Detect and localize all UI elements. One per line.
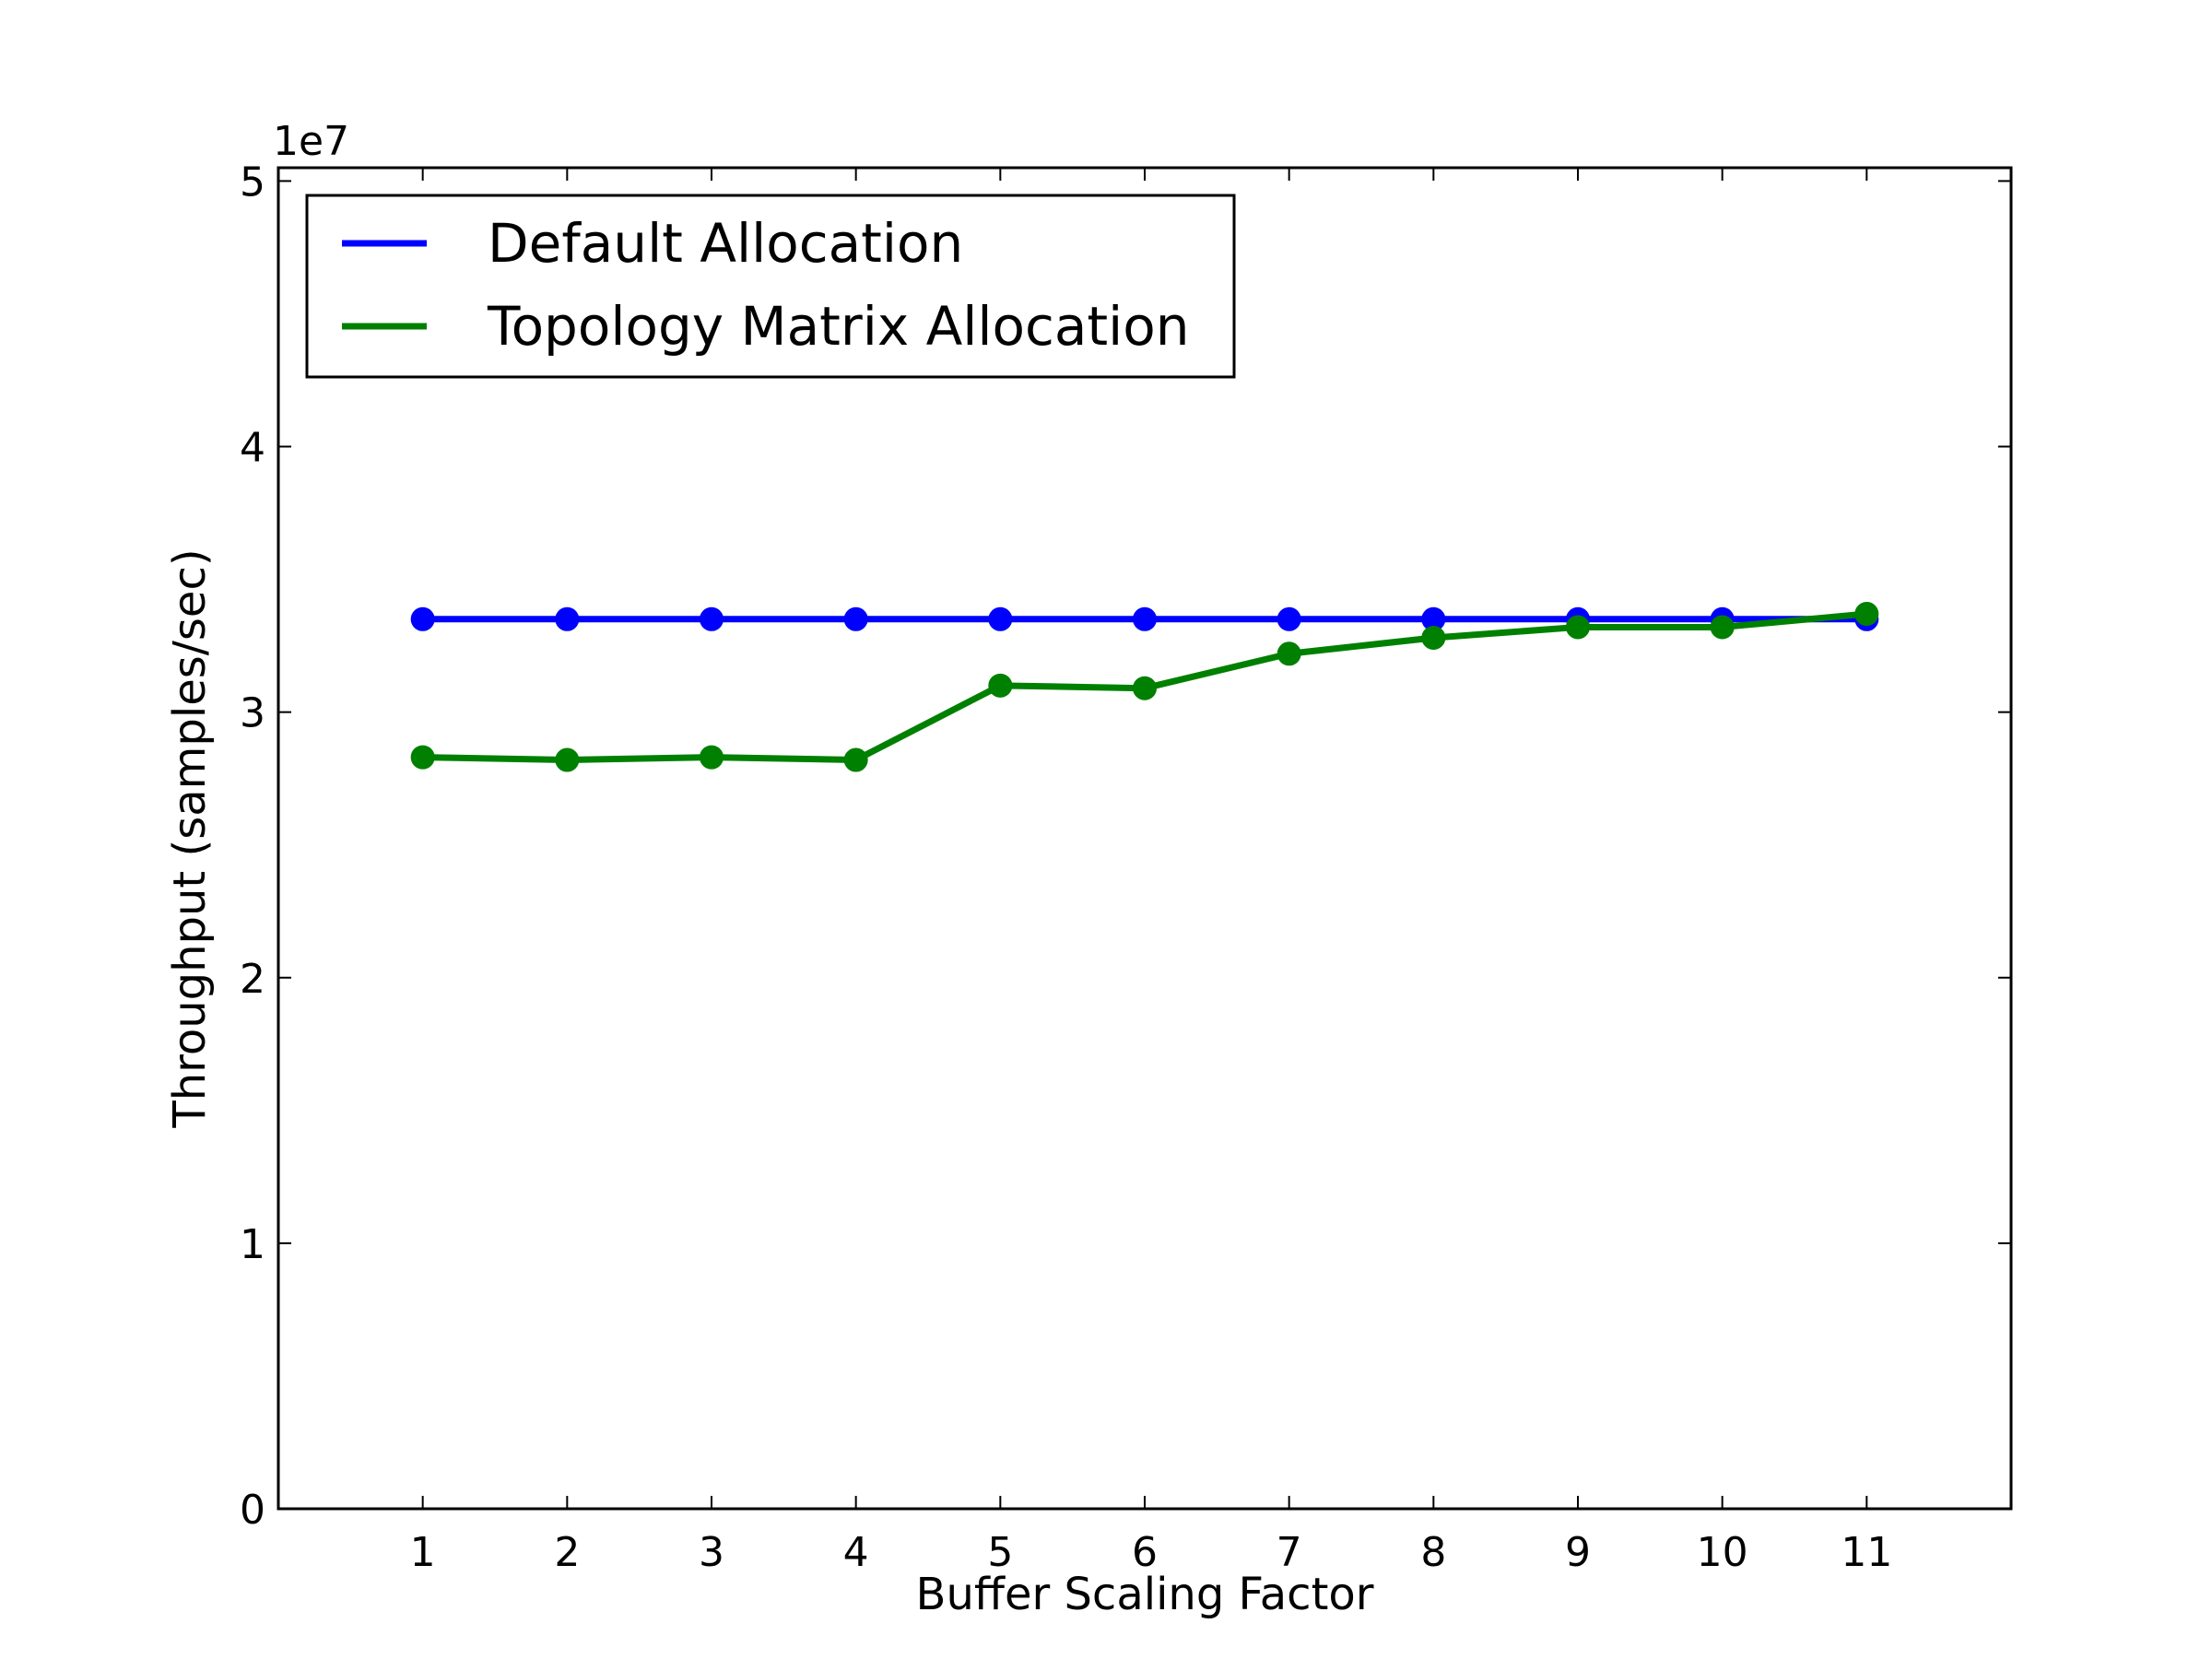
x-tick-label: 10 [1697,1529,1748,1576]
y-offset-label: 1e7 [273,118,349,165]
legend-label-2: Topology Matrix Allocation [487,295,1190,358]
x-tick-label: 9 [1565,1529,1591,1576]
series-1-point [410,606,435,631]
series-2-point [843,747,868,772]
series-1-point [1277,606,1301,631]
x-tick-label: 2 [554,1529,580,1576]
y-axis-label: Throughput (samples/sec) [164,548,216,1128]
x-tick-label: 11 [1841,1529,1892,1576]
x-tick-label: 3 [699,1529,724,1576]
series-1-point [1133,606,1157,631]
series-2-point [1277,641,1301,666]
series-2-point [1133,676,1157,700]
y-tick-label: 0 [240,1487,265,1534]
x-tick-label: 5 [987,1529,1013,1576]
plot-frame [276,166,2013,1511]
y-tick-label: 1 [240,1221,265,1268]
legend-label-1: Default Allocation [488,212,963,275]
series-1-point [555,606,580,631]
axis-ticks: 1 2 3 4 5 6 7 8 9 10 11 0 1 2 3 4 5 [240,159,2011,1576]
series-2-point [700,745,724,770]
series-1-point [843,606,868,631]
series-2-point [1710,615,1735,640]
series-layer [410,602,1879,772]
y-tick-label: 5 [240,159,265,206]
series-1-point [988,606,1013,631]
x-tick-label: 1 [410,1529,436,1576]
series-2-point [1854,602,1879,627]
series-2-point [1566,615,1590,640]
series-2-point [988,673,1013,698]
x-tick-label: 7 [1277,1529,1302,1576]
x-tick-label: 8 [1420,1529,1446,1576]
series-2-point [410,745,435,770]
y-tick-label: 2 [240,956,265,1003]
series-2-point [555,747,580,772]
x-axis-label: Buffer Scaling Factor [916,1569,1374,1620]
x-tick-label: 6 [1132,1529,1158,1576]
legend-box [305,194,1236,379]
x-tick-label: 4 [843,1529,869,1576]
series-1-point [700,606,724,631]
series-2-point [1421,625,1446,650]
y-tick-label: 3 [240,690,265,737]
y-tick-label: 4 [240,425,265,472]
legend: Default Allocation Topology Matrix Alloca… [305,194,1236,379]
